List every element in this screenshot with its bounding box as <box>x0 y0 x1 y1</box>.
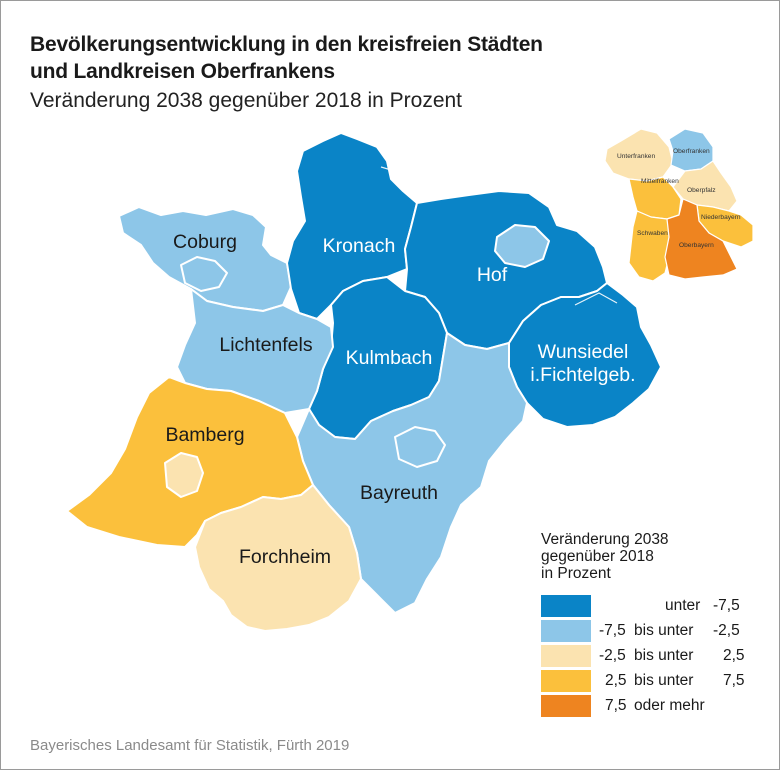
legend-label-a: -2,5 <box>599 647 626 664</box>
label-forchheim: Forchheim <box>239 546 331 568</box>
label-bamberg: Bamberg <box>165 424 244 446</box>
region-lichtenfels <box>176 288 334 414</box>
map-title: Bevölkerungsentwicklung in den kreisfrei… <box>30 31 543 85</box>
label-kronach: Kronach <box>323 235 396 257</box>
inset-bavaria-map <box>604 128 754 282</box>
title-line-2: und Landkreisen Oberfrankens <box>30 60 335 83</box>
legend-label-a: -7,5 <box>599 622 626 639</box>
legend-swatch <box>541 620 591 642</box>
label-wunsiedel-1: Wunsiedel <box>538 341 629 363</box>
legend-label-c: 2,5 <box>723 647 745 664</box>
inset-schwaben <box>628 210 672 282</box>
legend-label-c: 7,5 <box>723 672 745 689</box>
legend-title-line-2: gegenüber 2018 <box>541 548 654 565</box>
legend-label-b: bis unter <box>634 647 694 664</box>
label-bayreuth: Bayreuth <box>360 482 438 504</box>
border-detail-1 <box>380 166 446 174</box>
inset-label-niederbayern: Niederbayern <box>701 214 741 221</box>
map-subtitle: Veränderung 2038 gegenüber 2018 in Proze… <box>30 89 463 112</box>
inset-unterfranken <box>604 128 674 182</box>
source-note: Bayerisches Landesamt für Statistik, Für… <box>30 737 350 754</box>
legend-title: Veränderung 2038 gegenüber 2018 in Proze… <box>541 531 669 582</box>
city-hof <box>494 224 550 268</box>
inset-oberpfalz <box>672 160 738 212</box>
legend-label-b: bis unter <box>634 672 694 689</box>
legend-swatch <box>541 645 591 667</box>
label-wunsiedel-2: i.Fichtelgeb. <box>530 364 635 386</box>
border-detail-2 <box>574 292 618 306</box>
legend-label-b: unter <box>665 597 701 614</box>
region-wunsiedel <box>508 282 662 428</box>
legend-swatch <box>541 695 591 717</box>
city-bamberg <box>164 452 204 498</box>
legend-label-b: oder mehr <box>634 697 705 714</box>
inset-label-schwaben: Schwaben <box>637 230 668 237</box>
label-lichtenfels: Lichtenfels <box>219 334 312 356</box>
legend-label-c: -2,5 <box>713 622 740 639</box>
city-coburg <box>180 256 228 292</box>
label-hof: Hof <box>477 264 508 286</box>
region-forchheim <box>194 484 362 632</box>
legend-label-a: 7,5 <box>605 697 627 714</box>
city-bayreuth <box>394 426 446 468</box>
legend-label-c: -7,5 <box>713 597 740 614</box>
legend-swatch <box>541 670 591 692</box>
label-kulmbach: Kulmbach <box>346 347 433 369</box>
inset-label-mittelfranken: Mittelfranken <box>641 178 679 185</box>
inset-oberbayern <box>664 198 738 280</box>
inset-label-oberfranken: Oberfranken <box>673 148 710 155</box>
inset-label-oberbayern: Oberbayern <box>679 242 714 249</box>
inset-label-unterfranken: Unterfranken <box>617 153 655 160</box>
legend-label-b: bis unter <box>634 622 694 639</box>
legend-title-line-1: Veränderung 2038 <box>541 531 669 548</box>
inset-label-oberpfalz: Oberpfalz <box>687 187 716 194</box>
label-coburg: Coburg <box>173 231 237 253</box>
legend-title-line-3: in Prozent <box>541 565 611 582</box>
title-line-1: Bevölkerungsentwicklung in den kreisfrei… <box>30 33 543 56</box>
legend-label-a: 2,5 <box>605 672 627 689</box>
legend-swatch <box>541 595 591 617</box>
